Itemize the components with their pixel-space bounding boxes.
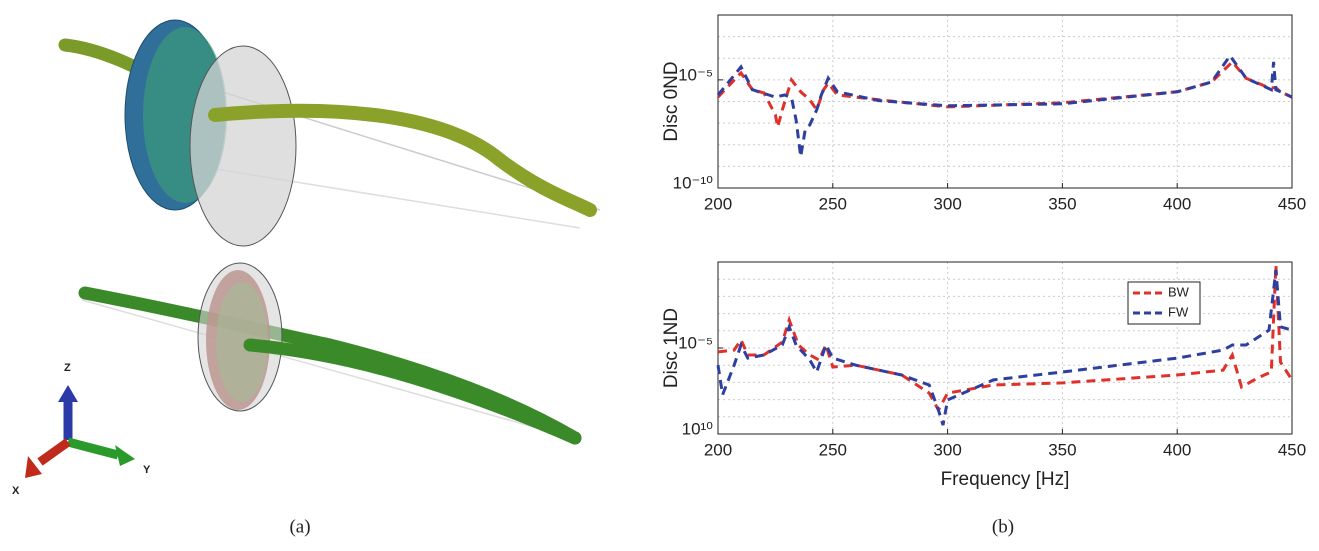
figure: Z Y X (a) (b) 200 250 300 350 400 450 10⁻¹⁰ 10⁻… [0,0,1319,551]
x-tick-label: 400 [1163,194,1191,213]
y-tick-label: 10¹⁰ [682,419,714,438]
caption: (a) [289,516,310,537]
x-tick-label: 250 [819,440,847,459]
y-tick-label: 10⁻⁵ [678,65,713,84]
x-tick-label: 350 [1048,194,1076,213]
axis-label: X [12,485,20,497]
y-axis-label: Disc 0ND [661,61,682,141]
y-tick-label: 10⁻⁵ [678,333,713,352]
axis-label: Z [64,362,71,374]
axis-triad: Z Y X [12,362,151,497]
caption: (b) [992,516,1014,537]
x-tick-label: 200 [704,194,732,213]
series-line [718,265,1292,410]
y-axis-label: Disc 1ND [661,308,682,388]
x-tick-label: 300 [933,194,961,213]
x-tick-label: 450 [1278,194,1306,213]
legend-label: FW [1168,304,1189,319]
legend-box [1128,282,1200,324]
model-render-bottom [82,263,580,440]
legend-label: BW [1168,284,1190,299]
x-tick-label: 350 [1048,440,1076,459]
x-tick-label: 200 [704,440,732,459]
series-line [718,62,1292,127]
y-tick-label: 10⁻¹⁰ [673,173,714,192]
x-tick-label: 250 [819,194,847,213]
x-tick-label: 450 [1278,440,1306,459]
series-line [718,56,1292,157]
model-render-top [65,20,600,246]
x-tick-label: 400 [1163,440,1191,459]
x-tick-label: 300 [933,440,961,459]
axis-label: Y [143,464,151,476]
x-axis-label: Frequency [Hz] [941,469,1070,490]
